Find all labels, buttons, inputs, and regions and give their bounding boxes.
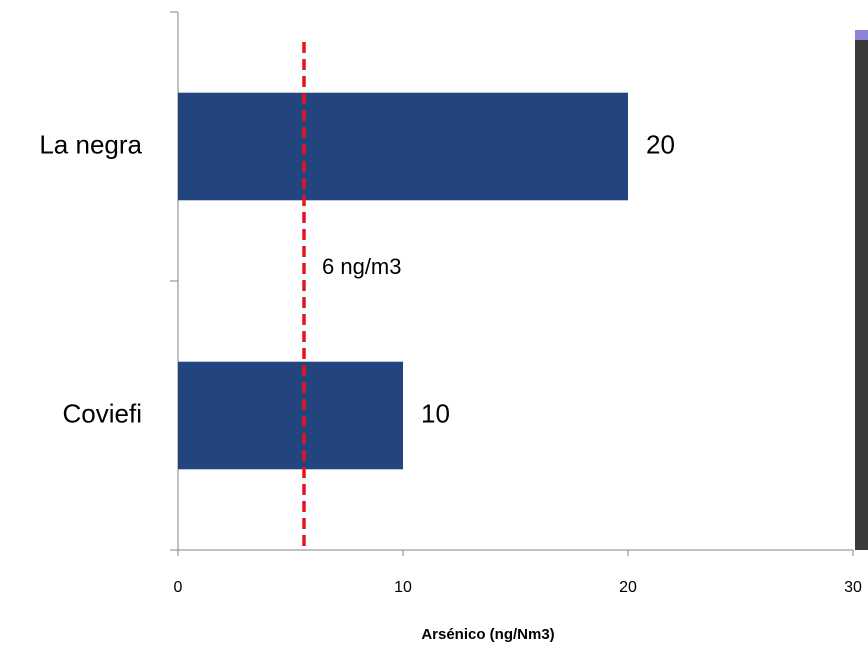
cropped-photo <box>855 30 868 550</box>
x-tick-label: 20 <box>619 579 637 596</box>
bar <box>178 361 403 470</box>
data-label: 10 <box>421 398 450 428</box>
bar <box>178 92 628 201</box>
category-label: Coviefi <box>63 398 142 428</box>
x-tick-label: 10 <box>394 579 412 596</box>
category-label: La negra <box>39 129 142 159</box>
x-tick-label: 30 <box>844 579 862 596</box>
reference-label: 6 ng/m3 <box>322 254 402 279</box>
x-tick-label: 0 <box>174 579 183 596</box>
x-axis-title: Arsénico (ng/Nm3) <box>421 626 554 643</box>
data-label: 20 <box>646 129 675 159</box>
cropped-photo-edge <box>855 30 868 40</box>
